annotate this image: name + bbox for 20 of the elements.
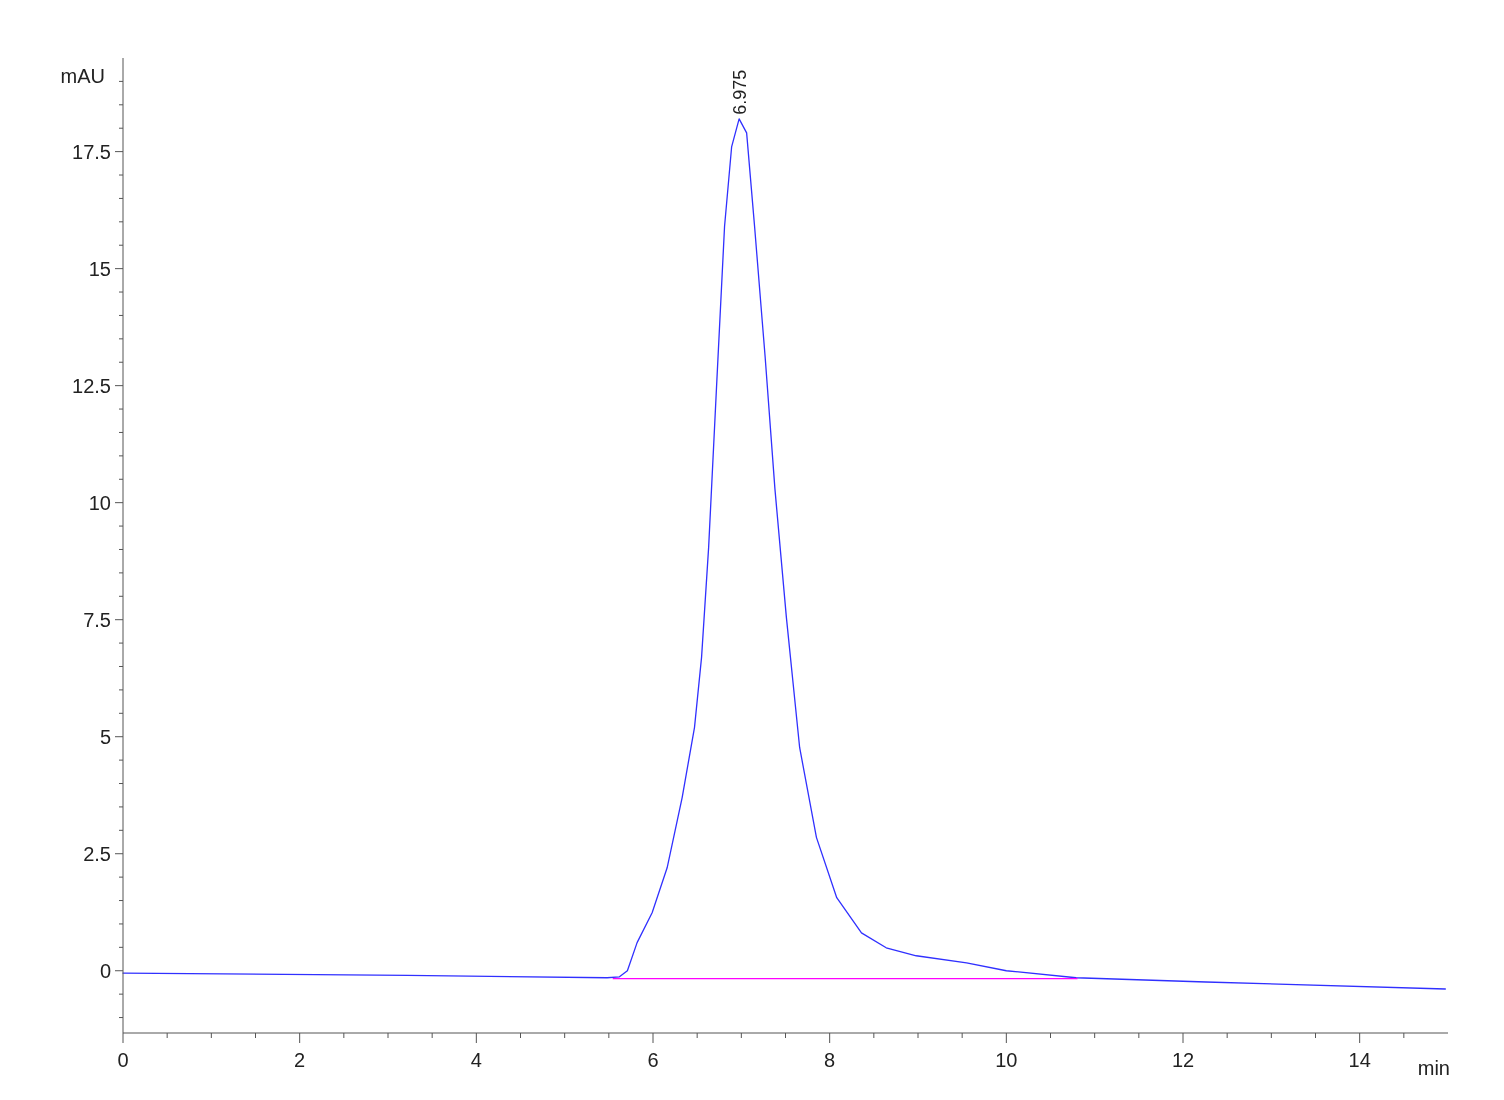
x-tick-label: 14: [1348, 1049, 1371, 1071]
y-tick-label: 17.5: [72, 140, 111, 163]
y-tick-label: 2.5: [83, 842, 111, 865]
x-tick-label: 10: [995, 1049, 1018, 1071]
x-axis-title: min: [1417, 1057, 1450, 1079]
y-tick-label: 0: [99, 959, 111, 982]
y-axis-title: mAU: [60, 65, 105, 87]
x-tick-label: 6: [647, 1049, 659, 1071]
x-tick-label: 8: [824, 1049, 836, 1071]
y-tick-label: 7.5: [83, 608, 111, 631]
x-tick-label: 4: [470, 1049, 482, 1071]
y-tick-label: 12.5: [72, 374, 111, 397]
y-tick-label: 15: [88, 257, 111, 280]
y-tick-label: 10: [88, 491, 111, 514]
annotation: 6.975: [730, 69, 751, 115]
x-tick-label: 2: [294, 1049, 306, 1071]
line-series: [122, 118, 1446, 990]
x-tick-label: 12: [1171, 1049, 1195, 1071]
y-tick-label: 5: [99, 725, 111, 748]
x-tick-label: 0: [117, 1049, 129, 1071]
